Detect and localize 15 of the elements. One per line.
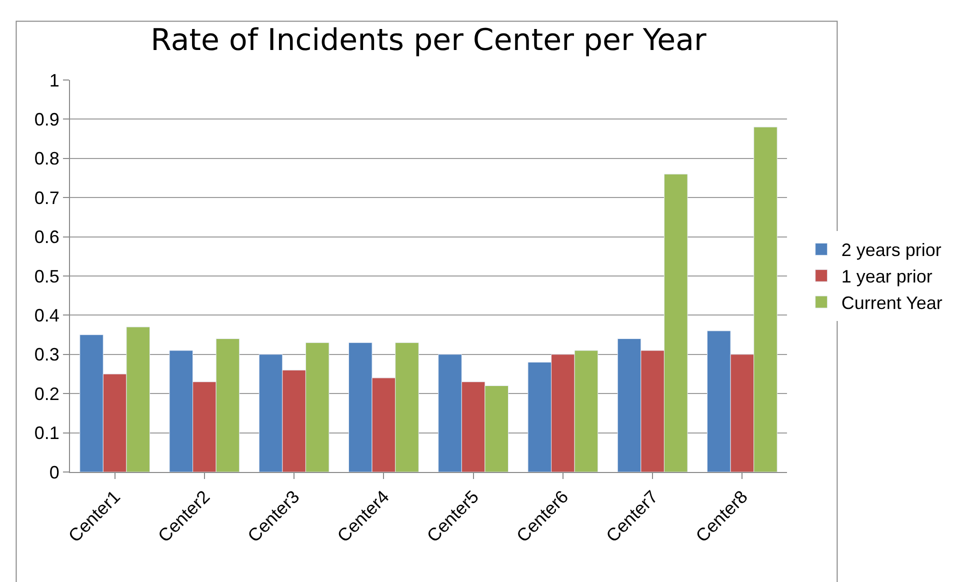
- y-tick-label: 0: [49, 462, 60, 482]
- y-tick-label: 0.5: [34, 266, 60, 286]
- y-tick-label: 0.8: [34, 148, 60, 169]
- y-tick-label: 0.6: [34, 227, 60, 248]
- y-tick-label: 0.2: [34, 384, 60, 404]
- y-tick-label: 0.9: [34, 110, 60, 130]
- y-tick-label: 0.7: [34, 188, 60, 208]
- y-tick-label: 0.3: [34, 344, 60, 365]
- chart-title: Rate of Incidents per Center per Year: [150, 23, 707, 58]
- legend-label: 2 years prior: [841, 240, 942, 260]
- y-tick-label: 1: [49, 70, 60, 90]
- legend-label: 1 year prior: [841, 266, 932, 287]
- y-tick-label: 0.4: [34, 306, 60, 326]
- y-tick-label: 0.1: [34, 423, 60, 444]
- legend-label: Current Year: [841, 293, 942, 314]
